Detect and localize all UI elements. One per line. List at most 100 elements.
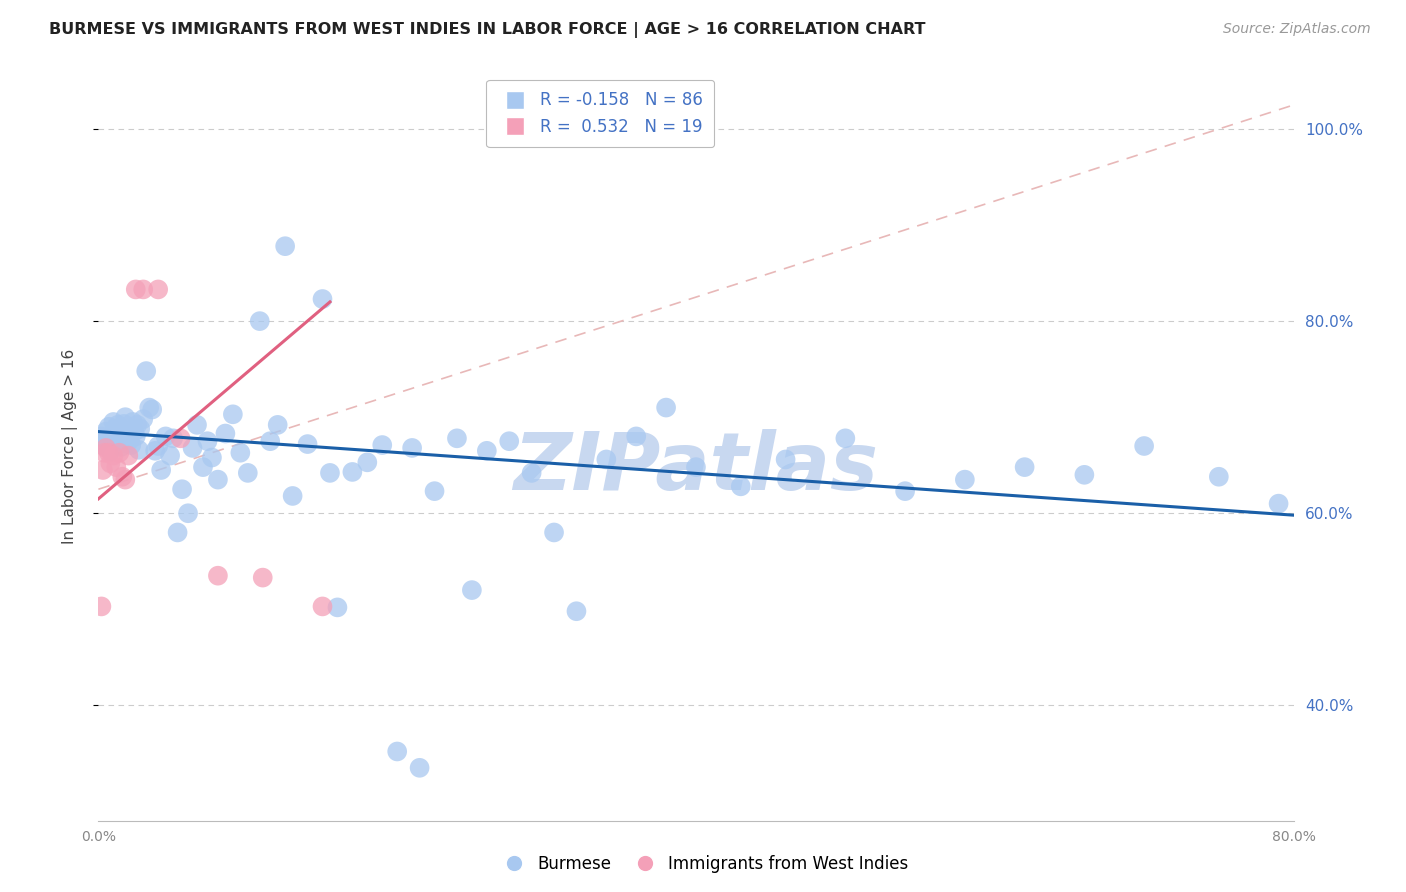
Point — [115, 436, 138, 450]
Point — [520, 466, 543, 480]
Point — [103, 415, 125, 429]
Point — [207, 473, 229, 487]
Point — [311, 599, 333, 614]
Point — [342, 465, 364, 479]
Point — [148, 439, 170, 453]
Point — [162, 431, 184, 445]
Point — [267, 417, 290, 432]
Point — [655, 401, 678, 415]
Point — [297, 437, 319, 451]
Point — [595, 452, 617, 467]
Point — [1014, 460, 1036, 475]
Point — [274, 239, 297, 253]
Point — [118, 434, 141, 448]
Point — [114, 410, 136, 425]
Point — [1267, 497, 1289, 511]
Point — [96, 439, 118, 453]
Point — [385, 744, 409, 758]
Point — [91, 434, 114, 449]
Point — [356, 455, 378, 469]
Point — [111, 469, 134, 483]
Point — [107, 417, 129, 432]
Point — [249, 314, 271, 328]
Point — [94, 425, 117, 439]
Point — [201, 450, 224, 465]
Point — [108, 426, 131, 441]
Point — [98, 456, 122, 470]
Point — [101, 429, 124, 443]
Point — [475, 443, 498, 458]
Point — [775, 452, 797, 467]
Point — [281, 489, 304, 503]
Point — [94, 441, 117, 455]
Point — [105, 460, 128, 475]
Point — [150, 463, 173, 477]
Point — [121, 415, 143, 429]
Point — [127, 417, 149, 432]
Point — [834, 431, 856, 445]
Point — [423, 484, 446, 499]
Point — [222, 407, 245, 421]
Point — [117, 449, 139, 463]
Point — [446, 431, 468, 445]
Point — [236, 466, 259, 480]
Point — [114, 473, 136, 487]
Point — [565, 604, 588, 618]
Legend: R = -0.158   N = 86, R =  0.532   N = 19: R = -0.158 N = 86, R = 0.532 N = 19 — [486, 79, 714, 147]
Point — [197, 434, 219, 449]
Point — [730, 479, 752, 493]
Text: Source: ZipAtlas.com: Source: ZipAtlas.com — [1223, 22, 1371, 37]
Point — [132, 282, 155, 296]
Point — [125, 282, 148, 296]
Point — [311, 292, 333, 306]
Point — [191, 460, 214, 475]
Point — [408, 761, 430, 775]
Point — [128, 442, 150, 457]
Point — [141, 402, 163, 417]
Point — [104, 422, 127, 436]
Point — [172, 482, 194, 496]
Point — [461, 583, 484, 598]
Point — [132, 412, 155, 426]
Point — [97, 419, 120, 434]
Point — [207, 568, 229, 582]
Point — [169, 431, 191, 445]
Point — [626, 429, 648, 443]
Point — [117, 425, 139, 439]
Point — [135, 364, 157, 378]
Point — [105, 434, 128, 449]
Point — [1208, 469, 1230, 483]
Point — [111, 431, 134, 445]
Point — [259, 434, 281, 449]
Text: ZIPatlas: ZIPatlas — [513, 429, 879, 508]
Legend: Burmese, Immigrants from West Indies: Burmese, Immigrants from West Indies — [491, 848, 915, 880]
Point — [90, 599, 112, 614]
Point — [91, 463, 114, 477]
Point — [326, 600, 349, 615]
Point — [894, 484, 917, 499]
Point — [498, 434, 520, 449]
Point — [120, 438, 142, 452]
Point — [181, 441, 204, 455]
Point — [401, 441, 423, 455]
Point — [97, 446, 120, 460]
Point — [108, 446, 131, 460]
Point — [685, 460, 707, 475]
Point — [138, 401, 160, 415]
Point — [177, 506, 200, 520]
Point — [112, 417, 135, 431]
Point — [90, 429, 112, 443]
Point — [143, 443, 166, 458]
Point — [371, 438, 394, 452]
Point — [252, 571, 274, 585]
Point — [159, 449, 181, 463]
Point — [93, 439, 115, 453]
Point — [129, 422, 152, 436]
Point — [1133, 439, 1156, 453]
Point — [229, 446, 252, 460]
Point — [319, 466, 342, 480]
Point — [166, 525, 188, 540]
Point — [124, 425, 146, 439]
Point — [543, 525, 565, 540]
Text: BURMESE VS IMMIGRANTS FROM WEST INDIES IN LABOR FORCE | AGE > 16 CORRELATION CHA: BURMESE VS IMMIGRANTS FROM WEST INDIES I… — [49, 22, 925, 38]
